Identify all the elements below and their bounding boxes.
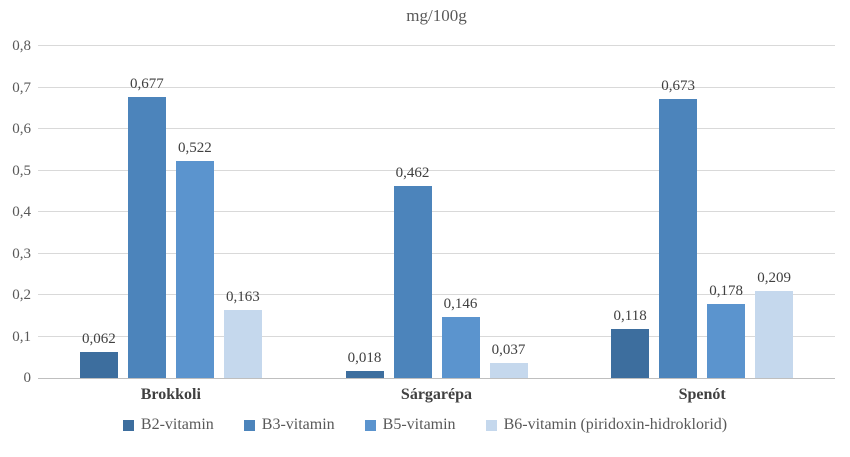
gridline <box>38 252 835 254</box>
legend-label: B2-vitamin <box>140 416 214 433</box>
legend-swatch-icon <box>364 419 376 431</box>
bar-value-label: 0,037 <box>491 341 526 358</box>
legend-swatch-icon <box>243 419 255 431</box>
y-tick-label: 0 <box>23 370 32 386</box>
bar-b5-vitamin-brokkoli <box>175 161 214 378</box>
y-tick-label: 0,8 <box>12 38 31 54</box>
gridline <box>38 169 835 171</box>
legend-item-b2-vitamin: B2-vitamin <box>122 416 214 434</box>
bar-value-label: 0,462 <box>395 165 430 182</box>
y-tick-label: 0,5 <box>12 162 31 179</box>
gridline <box>38 211 835 212</box>
gridline <box>38 86 835 88</box>
gridline <box>38 45 835 46</box>
bar-b2-vitamin-spenót <box>611 329 650 378</box>
gridline <box>38 294 835 295</box>
x-axis-category-labels: Brokkoli Sárgarépa Spenót <box>38 386 835 410</box>
bar-value-label: 0,146 <box>443 296 478 313</box>
bar-value-label: 0,163 <box>225 289 260 306</box>
y-axis-tick-labels: 0 0,1 0,2 0,3 0,4 0,5 0,6 0,7 0,8 <box>0 38 31 386</box>
bar-b3-vitamin-brokkoli <box>127 97 166 378</box>
bar-value-label: 0,062 <box>81 331 116 348</box>
legend-item-b6-vitamin: B6-vitamin (piridoxin-hidroklorid) <box>485 416 728 434</box>
legend-label: B6-vitamin (piridoxin-hidroklorid) <box>503 416 728 433</box>
x-axis-line <box>38 378 835 379</box>
legend-swatch-icon <box>485 419 497 431</box>
legend-item-b3-vitamin: B3-vitamin <box>243 416 335 434</box>
category-label-brokkoli: Brokkoli <box>140 386 201 403</box>
bar-b5-vitamin-spenót <box>707 304 746 378</box>
bar-value-label: 0,209 <box>757 270 792 287</box>
bar-b2-vitamin-brokkoli <box>79 352 118 378</box>
bar-value-label: 0,118 <box>613 308 647 325</box>
bar-value-label: 0,673 <box>661 77 696 94</box>
bar-b5-vitamin-sárgarépa <box>441 317 480 378</box>
y-tick-label: 0,3 <box>12 245 31 262</box>
plot-area: 0,062 0,677 0,522 0,163 0,018 0,462 0,146 0,037… <box>38 45 835 379</box>
legend-swatch-icon <box>122 419 134 431</box>
category-label-sárgarépa: Sárgarépa <box>400 386 473 403</box>
bar-b6-vitamin-brokkoli <box>223 310 262 378</box>
bar-b2-vitamin-sárgarépa <box>345 370 384 378</box>
legend-label: B5-vitamin <box>382 416 456 433</box>
legend-item-b5-vitamin: B5-vitamin <box>364 416 456 434</box>
y-tick-label: 0,1 <box>12 328 31 345</box>
legend-label: B3-vitamin <box>261 416 335 433</box>
category-label-spenót: Spenót <box>678 386 726 403</box>
y-tick-label: 0,4 <box>12 204 31 220</box>
bar-value-label: 0,018 <box>347 349 382 366</box>
bar-value-label: 0,522 <box>177 140 212 157</box>
chart-title: mg/100g <box>406 6 467 25</box>
bar-b6-vitamin-sárgarépa <box>489 362 528 378</box>
bar-b3-vitamin-spenót <box>659 98 698 378</box>
y-tick-label: 0,7 <box>12 79 31 96</box>
y-tick-label: 0,2 <box>12 287 31 303</box>
bar-value-label: 0,677 <box>129 76 164 93</box>
gridline <box>38 128 835 129</box>
y-tick-label: 0,6 <box>12 121 31 137</box>
legend: B2-vitamin B3-vitamin B5-vitamin B6-vitamin… <box>0 416 850 434</box>
gridline <box>38 335 835 337</box>
bar-b3-vitamin-sárgarépa <box>393 186 432 378</box>
bar-b6-vitamin-spenót <box>755 291 794 378</box>
bar-value-label: 0,178 <box>709 283 744 300</box>
